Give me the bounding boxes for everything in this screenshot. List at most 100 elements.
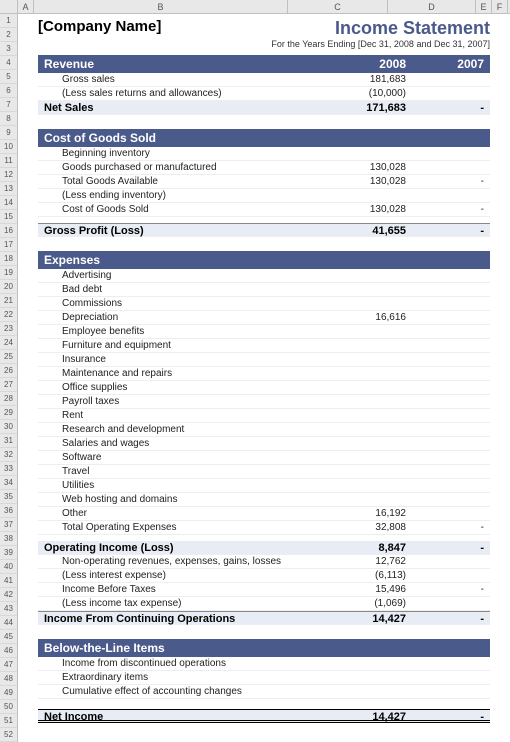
value-y2[interactable] [414, 189, 484, 202]
expense-row[interactable]: Payroll taxes [38, 395, 490, 409]
row-header[interactable]: 42 [0, 588, 17, 602]
value-y2[interactable] [414, 685, 484, 698]
value-y1[interactable] [336, 269, 406, 282]
row-header[interactable]: 38 [0, 532, 17, 546]
cogs-row[interactable]: Goods purchased or manufactured130,028 [38, 161, 490, 175]
row-header[interactable]: 26 [0, 364, 17, 378]
row-header[interactable]: 27 [0, 378, 17, 392]
row-header[interactable]: 15 [0, 210, 17, 224]
value-y1[interactable] [336, 339, 406, 352]
value-y2[interactable] [414, 507, 484, 520]
row-header[interactable]: 1 [0, 14, 17, 28]
value-y1[interactable]: (10,000) [336, 87, 406, 100]
row-header[interactable]: 37 [0, 518, 17, 532]
row-header[interactable]: 35 [0, 490, 17, 504]
row-header[interactable]: 5 [0, 70, 17, 84]
row-header[interactable]: 34 [0, 476, 17, 490]
row-header[interactable]: 44 [0, 616, 17, 630]
col-header[interactable]: F [492, 0, 508, 13]
below-row[interactable]: Extraordinary items [38, 671, 490, 685]
operating-row[interactable]: Non-operating revenues, expenses, gains,… [38, 555, 490, 569]
below-row[interactable]: Income from discontinued operations [38, 657, 490, 671]
value-y2[interactable] [414, 395, 484, 408]
value-y2[interactable] [414, 493, 484, 506]
cogs-row[interactable]: Beginning inventory [38, 147, 490, 161]
value-y1[interactable] [336, 493, 406, 506]
row-header[interactable]: 40 [0, 560, 17, 574]
value-y1[interactable] [336, 451, 406, 464]
value-y2[interactable] [414, 555, 484, 568]
value-y1[interactable] [336, 353, 406, 366]
value-y1[interactable]: 130,028 [336, 175, 406, 188]
value-y1[interactable] [336, 479, 406, 492]
expense-row[interactable]: Software [38, 451, 490, 465]
operating-row[interactable]: Income Before Taxes15,496- [38, 583, 490, 597]
row-header[interactable]: 43 [0, 602, 17, 616]
cogs-row[interactable]: (Less ending inventory) [38, 189, 490, 203]
value-y1[interactable]: (6,113) [336, 569, 406, 582]
expense-row[interactable]: Office supplies [38, 381, 490, 395]
row-header[interactable]: 25 [0, 350, 17, 364]
row-header[interactable]: 22 [0, 308, 17, 322]
value-y1[interactable] [336, 325, 406, 338]
row-header[interactable]: 28 [0, 392, 17, 406]
value-y2[interactable]: - [414, 175, 484, 188]
below-row[interactable]: Cumulative effect of accounting changes [38, 685, 490, 699]
value-y2[interactable] [414, 409, 484, 422]
revenue-row[interactable]: (Less sales returns and allowances)(10,0… [38, 87, 490, 101]
row-header[interactable]: 7 [0, 98, 17, 112]
value-y2[interactable] [414, 297, 484, 310]
row-header[interactable]: 51 [0, 714, 17, 728]
operating-row[interactable]: (Less income tax expense)(1,069) [38, 597, 490, 611]
row-header[interactable]: 21 [0, 294, 17, 308]
value-y2[interactable] [414, 73, 484, 86]
row-header[interactable]: 50 [0, 700, 17, 714]
col-header[interactable]: E [476, 0, 492, 13]
value-y1[interactable]: 16,616 [336, 311, 406, 324]
row-header[interactable]: 32 [0, 448, 17, 462]
value-y2[interactable] [414, 479, 484, 492]
row-header[interactable]: 47 [0, 658, 17, 672]
value-y2[interactable]: - [414, 521, 484, 534]
row-header[interactable]: 9 [0, 126, 17, 140]
value-y1[interactable] [336, 381, 406, 394]
value-y1[interactable] [336, 395, 406, 408]
row-header[interactable]: 16 [0, 224, 17, 238]
row-header[interactable]: 48 [0, 672, 17, 686]
row-header[interactable]: 19 [0, 266, 17, 280]
company-name[interactable]: [Company Name] [38, 18, 161, 35]
value-y2[interactable] [414, 269, 484, 282]
row-header[interactable]: 52 [0, 728, 17, 742]
row-header[interactable]: 39 [0, 546, 17, 560]
value-y2[interactable] [414, 597, 484, 610]
row-header[interactable]: 13 [0, 182, 17, 196]
value-y1[interactable]: (1,069) [336, 597, 406, 610]
row-header[interactable]: 33 [0, 462, 17, 476]
col-header[interactable]: D [388, 0, 476, 13]
value-y2[interactable] [414, 339, 484, 352]
col-header[interactable]: A [18, 0, 34, 13]
value-y2[interactable] [414, 161, 484, 174]
row-header[interactable]: 17 [0, 238, 17, 252]
value-y2[interactable] [414, 437, 484, 450]
value-y1[interactable] [336, 297, 406, 310]
row-header[interactable]: 23 [0, 322, 17, 336]
expense-row[interactable]: Travel [38, 465, 490, 479]
row-header[interactable]: 41 [0, 574, 17, 588]
value-y2[interactable]: - [414, 583, 484, 596]
expense-row[interactable]: Advertising [38, 269, 490, 283]
row-header[interactable]: 49 [0, 686, 17, 700]
row-header[interactable]: 12 [0, 168, 17, 182]
row-header[interactable]: 46 [0, 644, 17, 658]
row-header[interactable]: 3 [0, 42, 17, 56]
operating-row[interactable]: (Less interest expense)(6,113) [38, 569, 490, 583]
expense-row[interactable]: Furniture and equipment [38, 339, 490, 353]
row-header[interactable]: 29 [0, 406, 17, 420]
value-y1[interactable]: 130,028 [336, 161, 406, 174]
value-y1[interactable] [336, 189, 406, 202]
row-header[interactable]: 14 [0, 196, 17, 210]
row-header[interactable]: 20 [0, 280, 17, 294]
expense-row[interactable]: Other16,192 [38, 507, 490, 521]
expense-row[interactable]: Salaries and wages [38, 437, 490, 451]
value-y1[interactable]: 181,683 [336, 73, 406, 86]
